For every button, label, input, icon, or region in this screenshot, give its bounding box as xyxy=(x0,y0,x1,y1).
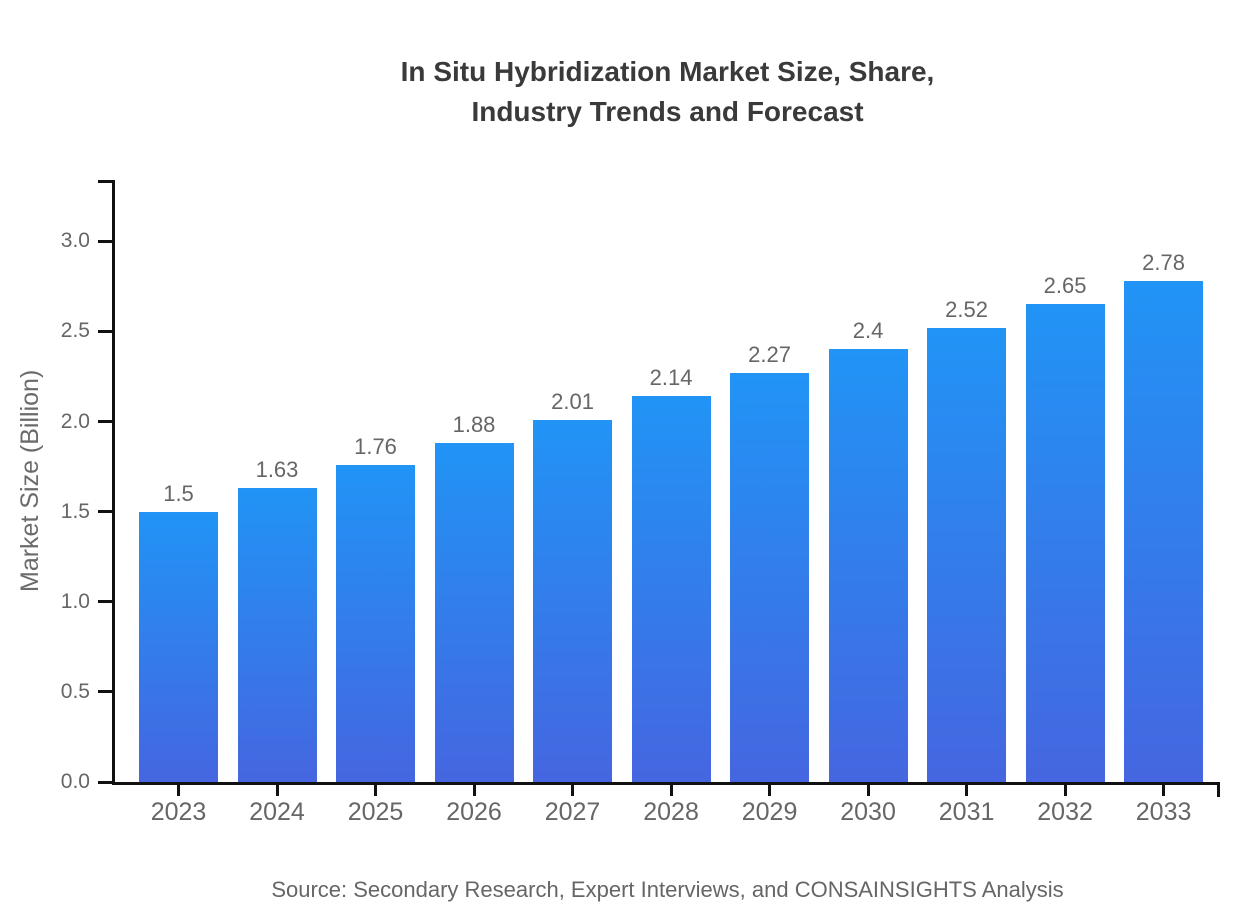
x-tick xyxy=(768,785,772,796)
bar-value-label: 2.14 xyxy=(649,365,693,391)
y-axis-end-cap xyxy=(98,180,112,183)
x-tick-label: 2032 xyxy=(1037,798,1093,826)
x-tick xyxy=(275,785,279,796)
y-axis-line xyxy=(112,180,115,785)
x-tick-label: 2023 xyxy=(150,798,207,826)
plot-area: 0.0 0.5 1.0 1.5 2.0 2.5 3.0 1.5 2023 1.63 2024 1.76… xyxy=(61,180,1220,826)
y-tick xyxy=(98,510,112,514)
x-tick xyxy=(571,785,575,796)
bar-2023 xyxy=(139,511,218,782)
x-tick xyxy=(1063,785,1067,796)
bar-value-label: 1.5 xyxy=(163,480,194,506)
y-tick xyxy=(98,420,112,424)
x-tick-label: 2029 xyxy=(741,798,798,826)
x-tick-label: 2031 xyxy=(938,798,995,826)
bar-2032 xyxy=(1025,304,1105,782)
x-axis-end-cap xyxy=(1217,785,1220,797)
bar-2027 xyxy=(533,419,613,782)
x-tick-label: 2033 xyxy=(1135,798,1192,826)
bar-2024 xyxy=(237,488,317,782)
bar-2033 xyxy=(1124,280,1204,782)
y-tick xyxy=(98,690,112,694)
y-tick-label: 3.0 xyxy=(60,229,90,253)
bar-value-label: 2.78 xyxy=(1142,249,1185,275)
bar-2026 xyxy=(434,443,514,782)
chart-title: In Situ Hybridization Market Size, Share… xyxy=(400,56,935,127)
y-tick xyxy=(98,780,112,784)
x-tick xyxy=(669,785,673,796)
bar-value-label: 2.4 xyxy=(852,318,884,344)
bar-value-label: 1.63 xyxy=(255,457,299,483)
bar-value-label: 2.65 xyxy=(1043,273,1087,299)
bar-2031 xyxy=(927,327,1007,782)
bar-2030 xyxy=(828,349,908,782)
bar-2028 xyxy=(631,396,711,782)
bar-value-label: 2.01 xyxy=(551,388,594,414)
y-tick xyxy=(98,239,112,243)
y-tick-label: 1.5 xyxy=(60,499,90,523)
y-tick xyxy=(98,600,112,604)
bar-2029 xyxy=(730,372,810,782)
x-tick xyxy=(965,785,969,796)
x-tick xyxy=(1162,785,1166,796)
x-tick-label: 2030 xyxy=(840,798,896,826)
x-tick-label: 2028 xyxy=(643,798,699,826)
x-tick-label: 2025 xyxy=(347,798,404,826)
bar-value-label: 2.52 xyxy=(945,296,988,322)
bar-value-label: 1.88 xyxy=(452,412,496,438)
x-tick xyxy=(177,785,180,796)
bar-2025 xyxy=(336,464,416,782)
x-tick xyxy=(866,785,870,796)
x-axis-line xyxy=(112,782,1220,785)
y-tick-label: 2.5 xyxy=(60,319,90,343)
source-note: Source: Secondary Research, Expert Inter… xyxy=(271,877,1064,902)
bar-value-label: 2.27 xyxy=(748,341,791,367)
x-tick xyxy=(472,785,476,796)
bar-value-label: 1.76 xyxy=(354,433,397,459)
y-tick-label: 0.0 xyxy=(60,770,90,793)
x-tick-label: 2027 xyxy=(544,798,601,826)
y-tick-label: 1.0 xyxy=(60,589,90,613)
y-tick-label: 0.5 xyxy=(60,679,90,703)
x-tick xyxy=(374,785,378,796)
y-tick-label: 2.0 xyxy=(60,409,90,433)
x-tick-label: 2024 xyxy=(249,798,305,826)
y-tick xyxy=(98,329,112,333)
x-tick-label: 2026 xyxy=(446,798,502,826)
